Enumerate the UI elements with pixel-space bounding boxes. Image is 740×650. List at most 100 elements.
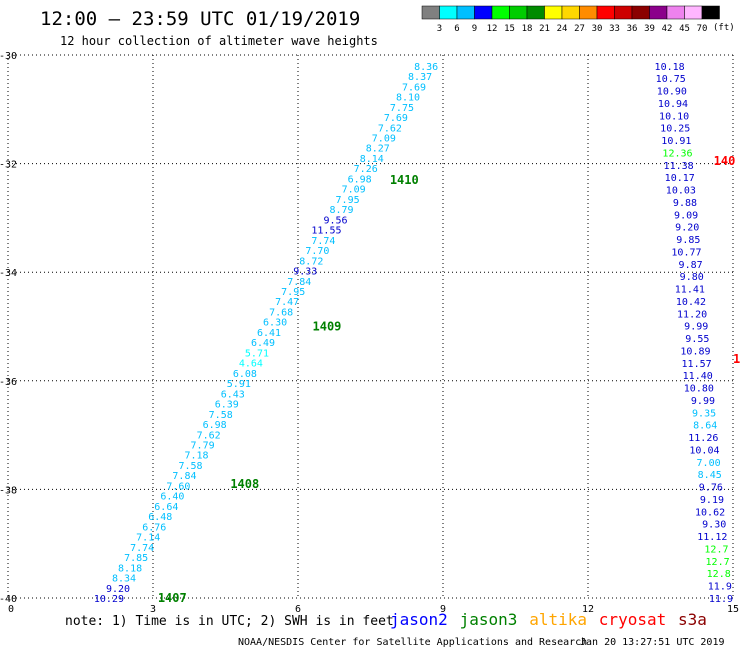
wave-height-label: 7.58 bbox=[209, 410, 233, 421]
wave-height-label: 7.84 bbox=[287, 277, 311, 288]
colorbar-swatch bbox=[544, 5, 563, 20]
wave-height-label: 6.39 bbox=[215, 400, 239, 411]
pass-number-label: 1410 bbox=[390, 173, 419, 187]
colorbar-swatch bbox=[684, 5, 703, 20]
satellite-legend-item: cryosat bbox=[599, 610, 666, 629]
pass-number-label: 1407 bbox=[158, 591, 187, 605]
wave-height-label: 7.95 bbox=[336, 195, 360, 206]
colorbar-unit: (ft) bbox=[713, 23, 735, 33]
pass-number-label: 1409 bbox=[313, 320, 342, 334]
page-title: 12:00 — 23:59 UTC 01/19/2019 bbox=[40, 8, 360, 30]
wave-height-label: 9.76 bbox=[699, 483, 723, 494]
colorbar-label: 21 bbox=[539, 24, 550, 34]
y-tick-label: -34 bbox=[0, 268, 17, 279]
track-east: 11.911.912.812.712.711.129.3010.629.199.… bbox=[655, 62, 733, 605]
colorbar-swatch bbox=[631, 5, 650, 20]
x-tick-label: 6 bbox=[295, 604, 301, 615]
colorbar-swatch bbox=[561, 5, 580, 20]
wave-height-label: 6.98 bbox=[203, 420, 227, 431]
pass-number-label: 1408 bbox=[230, 477, 259, 491]
wave-height-label: 7.69 bbox=[402, 82, 426, 93]
y-tick-label: -40 bbox=[0, 594, 17, 605]
wave-height-label: 6.30 bbox=[263, 318, 287, 329]
y-tick-label: -36 bbox=[0, 377, 17, 388]
colorbar-label: 33 bbox=[609, 24, 620, 34]
wave-height-label: 10.25 bbox=[660, 124, 690, 135]
wave-height-label: 9.99 bbox=[691, 396, 715, 407]
wave-height-label: 9.35 bbox=[692, 408, 716, 419]
wave-height-label: 11.57 bbox=[682, 359, 712, 370]
wave-height-label: 8.34 bbox=[112, 574, 136, 585]
wave-height-label: 9.87 bbox=[679, 260, 703, 271]
wave-height-label: 9.09 bbox=[674, 210, 698, 221]
wave-height-label: 8.14 bbox=[360, 154, 384, 165]
wave-height-label: 10.89 bbox=[680, 346, 710, 357]
wave-height-label: 4.64 bbox=[239, 359, 263, 370]
wave-height-label: 9.19 bbox=[700, 495, 724, 506]
chart-grid bbox=[7, 54, 734, 599]
wave-height-label: 7.95 bbox=[281, 287, 305, 298]
wave-height-label: 7.74 bbox=[311, 236, 335, 247]
wave-height-label: 10.77 bbox=[671, 247, 701, 258]
wave-height-label: 12.7 bbox=[704, 544, 728, 555]
colorbar-swatch bbox=[701, 5, 720, 20]
colorbar-label: 70 bbox=[697, 24, 708, 34]
wave-height-label: 7.68 bbox=[269, 307, 293, 318]
wave-height-label: 10.90 bbox=[657, 87, 687, 98]
x-tick-label: 9 bbox=[440, 604, 446, 615]
colorbar-label: 3 bbox=[437, 24, 442, 34]
wave-height-label: 7.75 bbox=[390, 103, 414, 114]
wave-height-label: 10.80 bbox=[684, 384, 714, 395]
colorbar-swatch bbox=[596, 5, 615, 20]
colorbar-swatch bbox=[649, 5, 668, 20]
wave-height-label: 10.62 bbox=[695, 507, 725, 518]
wave-height-label: 7.09 bbox=[342, 185, 366, 196]
colorbar-label: 42 bbox=[662, 24, 673, 34]
track-west: 10.299.208.348.187.857.747.146.766.486.6… bbox=[94, 62, 438, 605]
wave-height-label: 11.12 bbox=[697, 532, 727, 543]
y-tick-label: -32 bbox=[0, 160, 17, 171]
wave-height-label: 9.99 bbox=[684, 322, 708, 333]
wave-height-label: 7.70 bbox=[305, 246, 329, 257]
pass-number-label: 1 bbox=[733, 352, 740, 366]
wave-height-label: 9.20 bbox=[106, 584, 130, 595]
satellite-legend-item: jason2 bbox=[390, 610, 448, 629]
wave-height-label: 6.48 bbox=[148, 512, 172, 523]
wave-height-label: 7.00 bbox=[697, 458, 721, 469]
wave-height-label: 5.71 bbox=[245, 348, 269, 359]
wave-height-label: 7.14 bbox=[136, 533, 160, 544]
wave-height-label: 8.10 bbox=[396, 93, 420, 104]
colorbar-swatch bbox=[456, 5, 475, 20]
wave-height-label: 7.74 bbox=[130, 543, 154, 554]
x-axis-ticks: 0 3 6 9 12 15 bbox=[8, 604, 739, 615]
y-axis-ticks: -30 -32 -34 -36 -38 -40 bbox=[0, 51, 17, 605]
wave-height-label: 10.29 bbox=[94, 594, 124, 605]
wave-height-label: 10.03 bbox=[666, 186, 696, 197]
wave-height-label: 10.04 bbox=[689, 445, 719, 456]
wave-height-label: 6.76 bbox=[142, 522, 166, 533]
x-tick-label: 15 bbox=[727, 604, 739, 615]
colorbar-swatch bbox=[491, 5, 510, 20]
footer-timestamp: Jan 20 13:27:51 UTC 2019 bbox=[580, 637, 725, 648]
wave-height-label: 6.64 bbox=[154, 502, 178, 513]
y-tick-label: -38 bbox=[0, 485, 17, 496]
wave-height-label: 8.79 bbox=[329, 205, 353, 216]
wave-height-label: 11.26 bbox=[688, 433, 718, 444]
wave-height-label: 6.40 bbox=[160, 492, 184, 503]
wave-height-label: 9.33 bbox=[293, 267, 317, 278]
wave-height-label: 5.91 bbox=[227, 379, 251, 390]
wave-height-label: 9.20 bbox=[675, 223, 699, 234]
wave-height-label: 6.43 bbox=[221, 389, 245, 400]
satellite-legend-item: altika bbox=[529, 610, 587, 629]
y-tick-label: -30 bbox=[0, 51, 17, 62]
colorbar-swatch bbox=[614, 5, 633, 20]
wave-height-label: 10.94 bbox=[658, 99, 688, 110]
wave-height-label: 8.64 bbox=[693, 421, 717, 432]
colorbar-swatch bbox=[579, 5, 598, 20]
wave-height-label: 7.47 bbox=[275, 297, 299, 308]
colorbar-label: 45 bbox=[679, 24, 690, 34]
wave-height-label: 9.85 bbox=[676, 235, 700, 246]
footer-credit: NOAA/NESDIS Center for Satellite Applica… bbox=[238, 637, 587, 648]
wave-height-label: 7.62 bbox=[197, 430, 221, 441]
wave-height-label: 10.42 bbox=[676, 297, 706, 308]
